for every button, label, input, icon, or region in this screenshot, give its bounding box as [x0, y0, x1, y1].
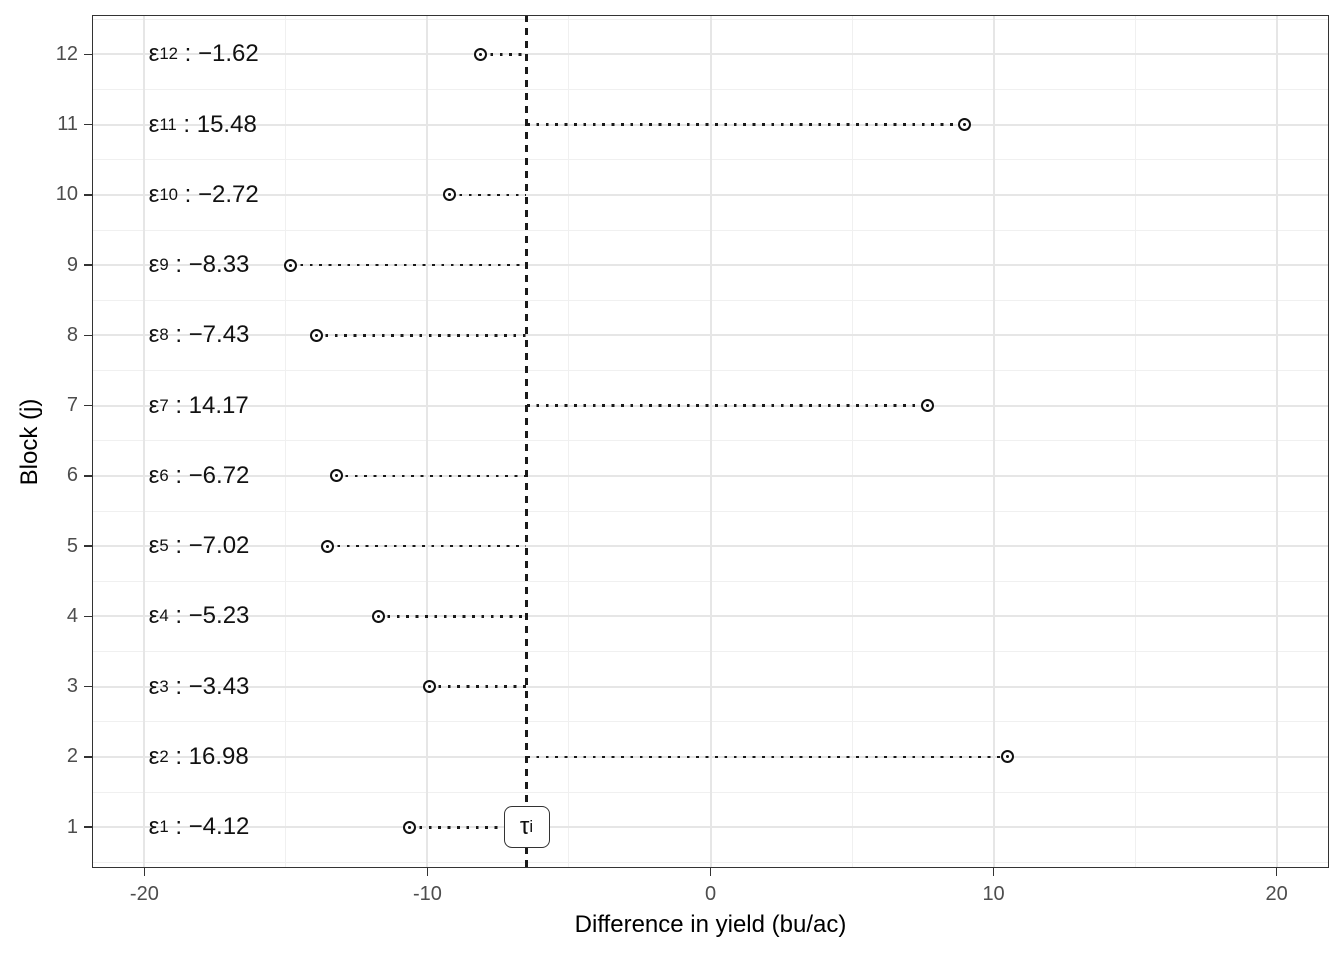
y-tick-mark: [84, 685, 92, 688]
y-tick-mark: [84, 194, 92, 196]
grid-minor-x: [1134, 15, 1136, 868]
y-tick-mark: [84, 404, 92, 407]
data-point-block-7: [921, 399, 935, 413]
y-tick-label: 7: [66, 394, 78, 417]
y-tick-mark: [84, 123, 92, 126]
epsilon-label-block-10: ε 10 : −2.72: [148, 180, 259, 208]
data-point-block-10: [443, 188, 456, 202]
grid-minor-x: [851, 15, 853, 868]
y-tick-label: 8: [66, 323, 78, 346]
y-tick-mark: [84, 545, 92, 547]
grid-major-x: [143, 15, 146, 868]
epsilon-label-block-11: ε 11 : 15.48: [148, 110, 257, 138]
residual-connector-line: [336, 474, 527, 478]
x-tick-label: -10: [412, 882, 442, 905]
data-point-block-3: [422, 680, 436, 694]
y-tick-label: 1: [66, 815, 78, 838]
grid-minor-x: [568, 15, 570, 868]
x-tick-label: 20: [1265, 882, 1288, 905]
x-tick-mark: [426, 868, 429, 876]
residual-connector-line: [378, 615, 527, 618]
x-tick-label: 10: [982, 882, 1005, 905]
data-point-block-1: [403, 820, 417, 834]
x-tick-mark: [143, 868, 146, 876]
residual-connector-line: [290, 263, 527, 267]
data-point-block-6: [329, 469, 343, 483]
y-tick-mark: [84, 53, 92, 56]
residual-connector-line: [409, 825, 527, 829]
data-point-block-12: [474, 47, 488, 61]
x-axis-title: Difference in yield (bu/ac): [574, 911, 847, 938]
y-tick-label: 6: [66, 464, 78, 487]
grid-major-x: [992, 15, 995, 868]
x-tick-mark: [709, 868, 712, 876]
data-point-block-11: [958, 118, 972, 132]
x-tick-label: -20: [129, 882, 159, 905]
data-point-block-4: [371, 609, 385, 623]
y-tick-label: 9: [66, 253, 78, 276]
y-tick-mark: [84, 475, 92, 477]
y-tick-label: 11: [57, 113, 78, 136]
residual-connector-line: [526, 404, 928, 407]
y-axis-title: Block (j): [16, 398, 43, 485]
data-point-block-9: [284, 258, 298, 272]
x-tick-mark: [1275, 868, 1278, 876]
grid-major-x: [1275, 15, 1278, 868]
data-point-block-8: [309, 328, 323, 342]
grid-minor-x: [285, 15, 287, 868]
y-tick-mark: [84, 264, 92, 266]
y-tick-label: 2: [66, 745, 78, 768]
grid-major-x: [426, 15, 429, 868]
y-tick-mark: [84, 334, 92, 337]
y-tick-label: 3: [66, 675, 78, 698]
y-tick-label: 10: [55, 183, 78, 206]
epsilon-label-block-12: ε 12 : −1.62: [148, 40, 259, 68]
grid-major-x: [709, 15, 712, 868]
y-tick-label: 5: [66, 534, 78, 557]
residual-connector-line: [480, 53, 527, 56]
residual-connector-line: [526, 755, 1008, 759]
residual-connector-line: [429, 685, 527, 688]
x-tick-mark: [992, 868, 995, 876]
residual-connector-line: [316, 334, 527, 337]
y-tick-label: 12: [55, 42, 78, 65]
y-tick-mark: [84, 826, 92, 828]
y-tick-mark: [84, 756, 92, 758]
x-tick-label: 0: [704, 882, 717, 905]
residual-connector-line: [449, 193, 527, 197]
data-point-block-2: [1000, 750, 1014, 764]
data-point-block-5: [321, 539, 335, 553]
residual-connector-line: [526, 123, 965, 126]
y-tick-label: 4: [66, 604, 78, 627]
tau-reference-line: [525, 15, 528, 868]
residual-connector-line: [327, 544, 527, 548]
y-tick-mark: [84, 615, 92, 618]
